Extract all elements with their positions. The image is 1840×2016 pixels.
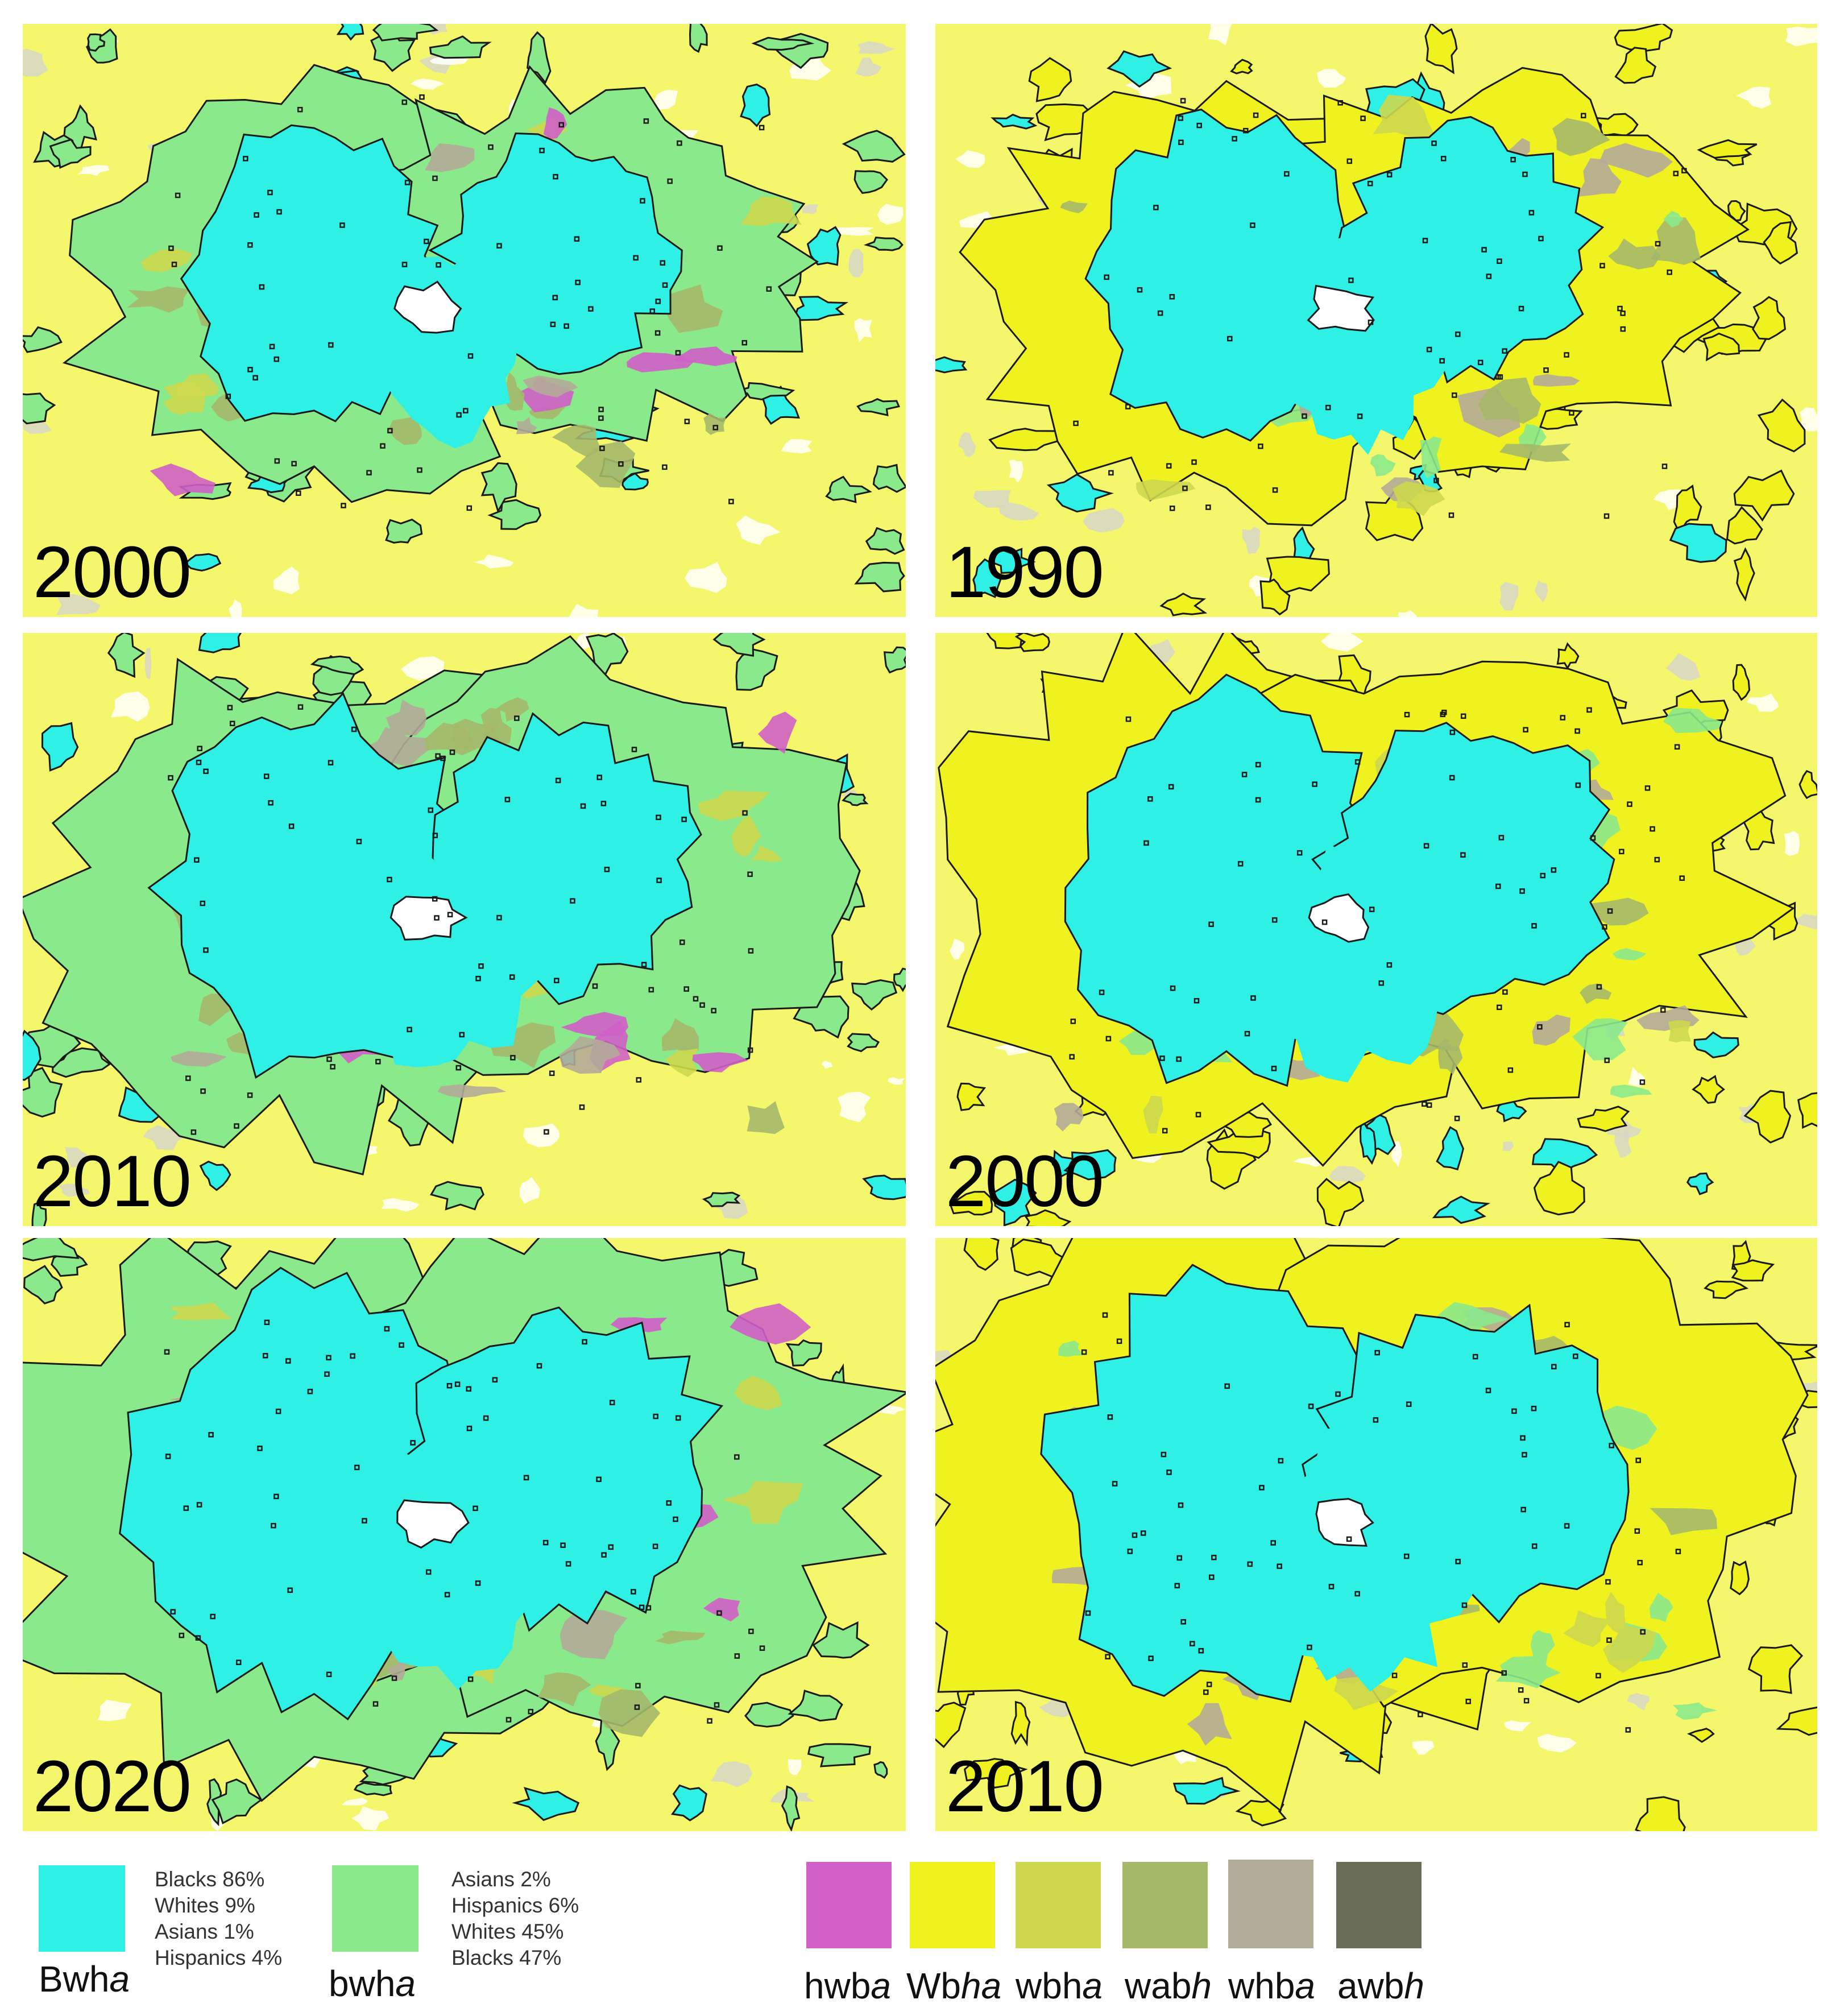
map-left-2000 (23, 24, 906, 617)
map-right-1990 (935, 24, 1817, 617)
legend: Bwha Blacks 86% Whites 9% Asians 1% Hisp… (0, 1854, 1840, 2016)
map-right-2000 (938, 633, 1817, 1226)
legend-code-wabh: wabh (1125, 1965, 1212, 2006)
legend-code-Bwha: Bwha (39, 1959, 130, 2000)
swatch-wabh (1122, 1862, 1208, 1948)
legend-stats-bwha: Asians 2% Hispanics 6% Whites 45% Blacks… (451, 1868, 579, 1969)
year-label: 2000 (33, 532, 192, 613)
swatch-bwha (332, 1865, 418, 1952)
map-left-2010 (23, 633, 906, 1226)
legend-code-bwha: bwha (329, 1963, 416, 2004)
map-panel-right-2010: 2010 (935, 1238, 1817, 1831)
swatch-awbh (1336, 1862, 1422, 1948)
swatch-Wbha (910, 1862, 995, 1948)
map-panel-left-2010: 2010 (23, 633, 906, 1226)
swatch-whba (1228, 1860, 1313, 1948)
year-label: 2020 (33, 1746, 192, 1827)
map-left-2020 (23, 1238, 906, 1831)
legend-code-whba: whba (1228, 1965, 1315, 2006)
map-right-2010 (935, 1238, 1817, 1831)
year-label: 2010 (946, 1746, 1104, 1827)
map-panel-left-2020: 2020 (23, 1238, 906, 1831)
map-panel-right-2000: 2000 (935, 633, 1817, 1226)
map-panel-right-1990: 1990 (935, 24, 1817, 617)
year-label: 2000 (946, 1141, 1104, 1222)
swatch-hwba (806, 1862, 892, 1948)
map-panel-left-2000: 2000 (23, 24, 906, 617)
swatch-Bwha (39, 1865, 125, 1952)
swatch-wbha (1016, 1862, 1101, 1948)
legend-stats-Bwha: Blacks 86% Whites 9% Asians 1% Hispanics… (155, 1868, 283, 1969)
legend-code-Wbha: Wbha (906, 1965, 1002, 2006)
year-label: 1990 (946, 532, 1104, 613)
legend-code-wbha: wbha (1016, 1965, 1103, 2006)
legend-code-hwba: hwba (804, 1965, 891, 2006)
legend-code-awbh: awbh (1337, 1965, 1424, 2006)
year-label: 2010 (33, 1141, 192, 1222)
